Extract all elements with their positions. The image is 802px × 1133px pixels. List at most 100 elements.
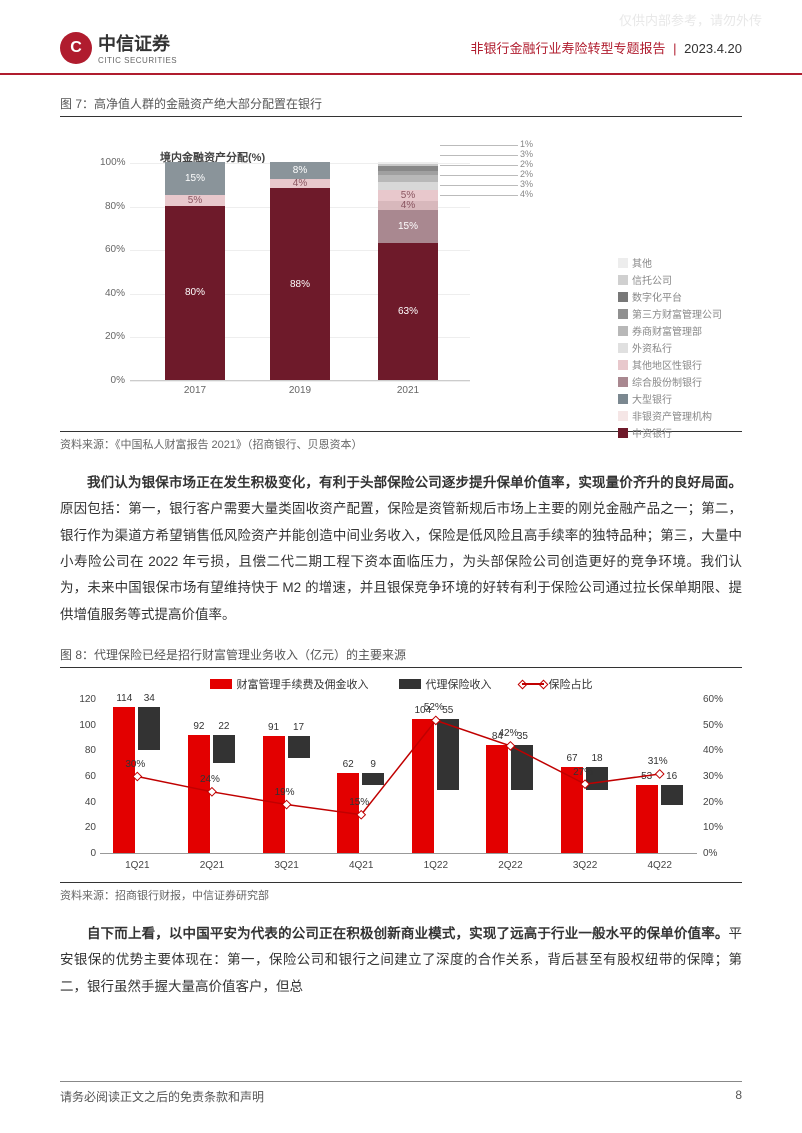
chart7-legend-item: 中资银行 [618, 425, 722, 440]
chart8-line-label: 30% [125, 759, 145, 770]
fig7-legend: 其他信托公司数字化平台第三方财富管理公司券商财富管理部外资私行其他地区性银行综合… [618, 255, 722, 442]
chart7-xlabel: 2017 [165, 385, 225, 396]
chart7-bar: 88%4%8% [270, 162, 330, 380]
chart8-ytick-left: 120 [68, 694, 96, 705]
chart7-ytick: 80% [100, 201, 125, 212]
chart8-ytick-right: 0% [703, 848, 735, 859]
chart8-line-label: 27% [573, 767, 593, 778]
chart8-bar2: 35 [511, 745, 533, 790]
chart7-bar: 63%15%4%5% [378, 162, 438, 380]
chart8-bar2: 34 [138, 707, 160, 751]
chart8-line-label: 15% [349, 797, 369, 808]
chart8-line-label: 19% [275, 787, 295, 798]
chart8-xlabel: 4Q22 [640, 860, 680, 871]
chart7-segment: 80% [165, 206, 225, 380]
chart8-bar1: 67 [561, 767, 583, 853]
chart7-legend-item: 大型银行 [618, 391, 722, 406]
logo-text-en: CITIC SECURITIES [98, 56, 177, 65]
chart8-bar2: 22 [213, 735, 235, 763]
watermark-text: 仅供内部参考，请勿外传 [619, 10, 762, 29]
chart8-ytick-left: 0 [68, 848, 96, 859]
chart7-legend-item: 非银资产管理机构 [618, 408, 722, 423]
logo-icon: C [60, 32, 92, 64]
chart8-bar-group: 6718 [561, 767, 608, 853]
chart8-ytick-right: 10% [703, 822, 735, 833]
chart8-xlabel: 3Q22 [565, 860, 605, 871]
chart8-bar-group: 5316 [636, 785, 683, 853]
chart8-bar-group: 8435 [486, 745, 533, 853]
chart8-xlabel: 3Q21 [267, 860, 307, 871]
chart8-xlabel: 4Q21 [341, 860, 381, 871]
chart7-legend-item: 外资私行 [618, 340, 722, 355]
chart7-xlabel: 2021 [378, 385, 438, 396]
chart8-bar-group: 10455 [412, 719, 459, 852]
chart7-segment: 8% [270, 162, 330, 179]
chart8-ytick-left: 60 [68, 771, 96, 782]
page-number: 8 [735, 1088, 742, 1105]
chart8-ytick-right: 30% [703, 771, 735, 782]
chart7-xlabel: 2019 [270, 385, 330, 396]
chart7-callout: 3% [520, 149, 533, 159]
chart7-legend-item: 第三方财富管理公司 [618, 306, 722, 321]
chart7-segment: 88% [270, 188, 330, 380]
chart7-segment: 4% [270, 179, 330, 188]
page-content: 图 7：高净值人群的金融资产绝大部分配置在银行 境内金融资产分配(%) 0%20… [0, 75, 802, 1000]
chart8-xlabel: 1Q21 [117, 860, 157, 871]
chart8-bar1: 53 [636, 785, 658, 853]
chart7-callout: 1% [520, 139, 533, 149]
chart7-segment [378, 182, 438, 191]
chart8-line-label: 52% [424, 702, 444, 713]
chart7-legend-item: 信托公司 [618, 272, 722, 287]
chart8-bar1: 84 [486, 745, 508, 853]
chart8-xlabel: 2Q22 [490, 860, 530, 871]
chart8-ytick-right: 50% [703, 720, 735, 731]
fig8-source: 资料来源：招商银行财报，中信证券研究部 [60, 882, 742, 903]
chart8-line-label: 24% [200, 774, 220, 785]
chart8-bar-group: 11434 [113, 707, 160, 853]
chart7-ytick: 0% [100, 375, 125, 386]
fig8-chart: 财富管理手续费及佣金收入 代理保险收入 保险占比 020406080100120… [60, 676, 742, 876]
chart8-ytick-left: 20 [68, 822, 96, 833]
fig7-title: 图 7：高净值人群的金融资产绝大部分配置在银行 [60, 95, 742, 112]
chart8-xlabel: 1Q22 [416, 860, 456, 871]
chart7-legend-item: 其他 [618, 255, 722, 270]
fig8-title: 图 8：代理保险已经是招行财富管理业务收入（亿元）的主要来源 [60, 646, 742, 663]
chart7-bar: 80%5%15% [165, 162, 225, 380]
chart8-bar-group: 629 [337, 773, 384, 853]
chart7-ytick: 100% [100, 157, 125, 168]
paragraph-1: 我们认为银保市场正在发生积极变化，有利于头部保险公司逐步提升保单价值率，实现量价… [60, 470, 742, 628]
chart7-callout: 3% [520, 179, 533, 189]
chart7-segment: 63% [378, 243, 438, 380]
chart8-bar1: 104 [412, 719, 434, 852]
chart8-ytick-right: 40% [703, 745, 735, 756]
chart8-ytick-left: 80 [68, 745, 96, 756]
fig7-chart: 境内金融资产分配(%) 0%20%40%60%80%100%80%5%15%88… [70, 125, 732, 425]
chart7-callout: 4% [520, 189, 533, 199]
chart7-ytick: 40% [100, 288, 125, 299]
chart8-bar1: 92 [188, 735, 210, 853]
chart7-callout: 2% [520, 169, 533, 179]
page-footer: 请务必阅读正文之后的免责条款和声明 8 [60, 1081, 742, 1105]
paragraph-2: 自下而上看，以中国平安为代表的公司正在积极创新商业模式，实现了远高于行业一般水平… [60, 921, 742, 1000]
header-title: 非银行金融行业寿险转型专题报告 | 2023.4.20 [471, 38, 743, 57]
chart8-bar1: 114 [113, 707, 135, 853]
chart8-bar2: 16 [661, 785, 683, 806]
chart7-legend-item: 数字化平台 [618, 289, 722, 304]
chart7-legend-item: 其他地区性银行 [618, 357, 722, 372]
chart7-segment: 4% [378, 201, 438, 210]
company-logo: C 中信证券 CITIC SECURITIES [60, 30, 177, 65]
chart8-bar1: 62 [337, 773, 359, 853]
chart7-ytick: 60% [100, 244, 125, 255]
chart8-ytick-left: 100 [68, 720, 96, 731]
chart7-legend-item: 券商财富管理部 [618, 323, 722, 338]
chart8-line-label: 42% [498, 728, 518, 739]
chart8-bar-group: 9222 [188, 735, 235, 853]
chart8-bar2: 17 [288, 736, 310, 758]
logo-text-cn: 中信证券 [98, 30, 177, 56]
footer-disclaimer: 请务必阅读正文之后的免责条款和声明 [60, 1088, 264, 1105]
chart7-ytick: 20% [100, 331, 125, 342]
chart8-bar2: 55 [437, 719, 459, 790]
chart7-segment: 5% [165, 195, 225, 206]
chart8-ytick-right: 60% [703, 694, 735, 705]
chart8-bar2: 9 [362, 773, 384, 785]
